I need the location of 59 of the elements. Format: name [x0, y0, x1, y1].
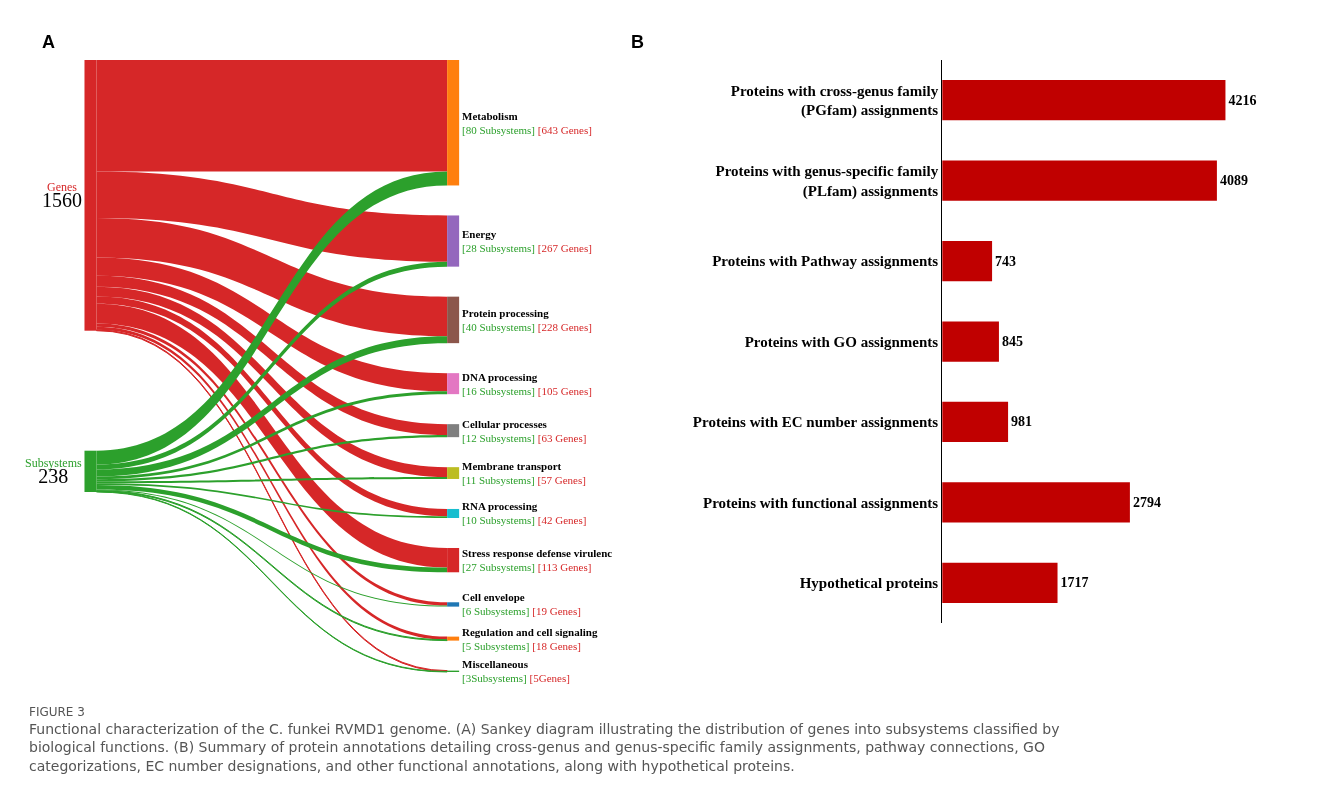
y-tick-label: Proteins with genus-specific family (PLfam) assignments: [715, 163, 939, 200]
data-label: [28 Subsystems]: [462, 242, 536, 255]
category-label: Cellular processes: [462, 418, 548, 430]
data-label: 743: [995, 253, 1017, 269]
data-label: [42 Genes]: [537, 514, 587, 527]
data-label: [12 Subsystems]: [462, 432, 536, 445]
category-label: Regulation and cell signaling: [462, 626, 598, 638]
category-label: Miscellaneous: [462, 658, 529, 670]
data-label: [10 Subsystems]: [462, 514, 536, 527]
bar: [942, 401, 1009, 443]
data-label: [40 Subsystems]: [462, 321, 536, 334]
y-tick-label: Proteins with GO assignments: [744, 333, 939, 350]
data-label: 1717: [1060, 575, 1089, 591]
category-label: Metabolism: [462, 110, 518, 122]
text: B: [631, 32, 644, 52]
data-label: [5 Subsystems]: [462, 640, 530, 653]
text: Functional characterization of the C. funkei RVMD1 genome. (A) Sankey diagram illustrating the distribution of genes into subsystems classified by biological functions. (B) Summary of protein annotations detailing cross-genus and genus-specific family assignments, pathway connections, GO categorizations, EC number designations, and other functional annotations, along with hypothetical proteins.: [29, 721, 1060, 774]
y-tick-label: Proteins with functional assignments: [702, 494, 939, 511]
data-label: [228 Genes]: [537, 321, 592, 334]
data-label: [5Genes]: [529, 672, 570, 685]
bar: [942, 562, 1058, 603]
category-label: DNA processing: [462, 371, 538, 383]
y-tick-label: Proteins with Pathway assignments: [712, 253, 939, 270]
bar: [942, 482, 1130, 523]
data-label: [267 Genes]: [537, 242, 592, 255]
category-label: Membrane transport: [462, 460, 562, 472]
data-label: 981: [1011, 414, 1033, 430]
data-label: [3Subsystems]: [462, 672, 527, 685]
y-tick-label: Hypothetical proteins: [799, 575, 939, 592]
category-label: Cell envelope: [462, 591, 525, 603]
data-label: 4216: [1228, 92, 1257, 108]
bar: [942, 321, 999, 362]
category-label: Protein processing: [462, 307, 550, 319]
legend-label: Subsystems: [25, 456, 83, 470]
data-label: 4089: [1219, 173, 1248, 189]
data-label: [643 Genes]: [537, 124, 592, 137]
data-label: [63 Genes]: [537, 432, 587, 445]
data-label: [6 Subsystems]: [462, 605, 530, 618]
data-label: [16 Subsystems]: [462, 385, 536, 398]
data-label: [105 Genes]: [537, 385, 592, 398]
data-label: 2794: [1132, 494, 1161, 510]
data-label: [113 Genes]: [537, 561, 592, 574]
bar: [942, 240, 993, 282]
caption: FIGURE 3: [29, 705, 85, 719]
category-label: RNA processing: [462, 500, 538, 512]
data-label: [19 Genes]: [532, 605, 581, 618]
data-label: [18 Genes]: [532, 640, 581, 653]
text: A: [42, 32, 55, 52]
bar: [942, 160, 1217, 201]
y-tick-label: Proteins with EC number assignments: [692, 414, 939, 431]
category-label: Stress response defense virulenc: [462, 547, 613, 559]
data-label: 845: [1001, 334, 1023, 350]
category-label: Energy: [462, 228, 497, 240]
bar: [942, 80, 1226, 121]
data-label: [57 Genes]: [537, 474, 586, 487]
data-label: [27 Subsystems]: [462, 561, 536, 574]
y-tick-label: Proteins with cross-genus family (PGfam) assignments: [730, 82, 939, 120]
data-label: [11 Subsystems]: [462, 474, 535, 487]
data-label: [80 Subsystems]: [462, 124, 536, 137]
